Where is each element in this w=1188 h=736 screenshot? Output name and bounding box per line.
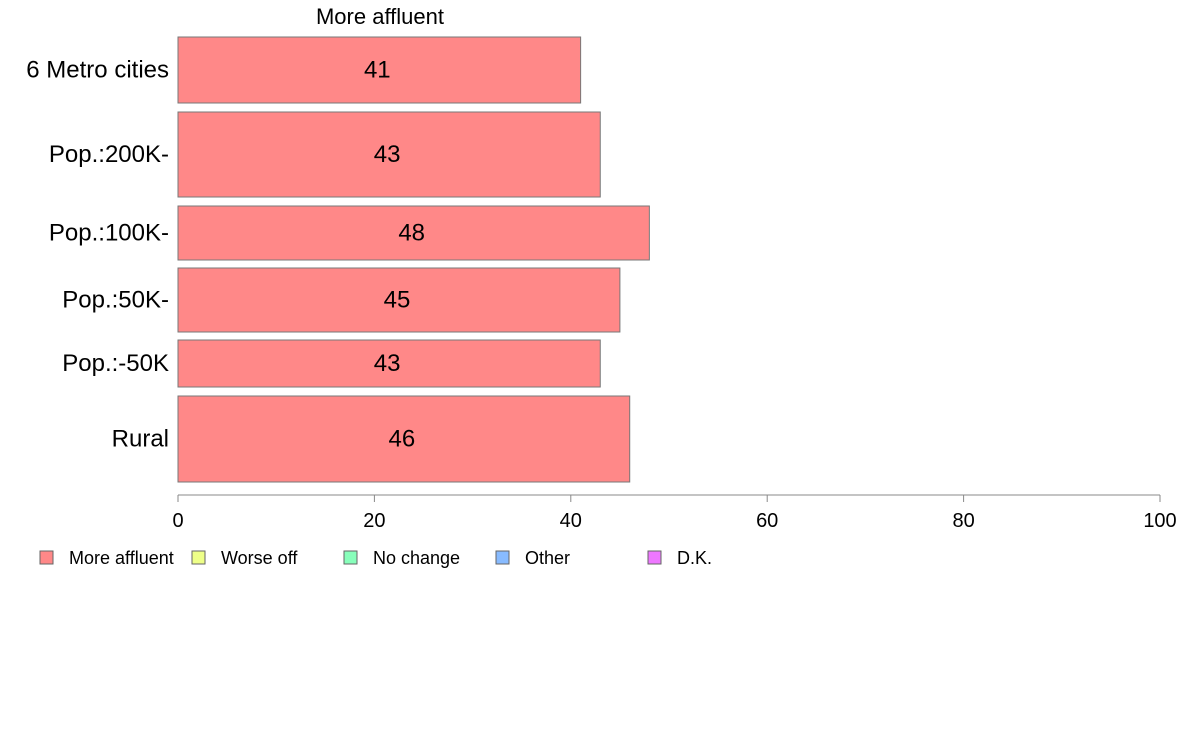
value-label: 43 bbox=[374, 141, 401, 168]
category-label: 6 Metro cities bbox=[26, 56, 169, 83]
legend-label: D.K. bbox=[677, 548, 712, 568]
x-tick-label: 20 bbox=[363, 510, 385, 532]
bar bbox=[177, 205, 650, 261]
x-tick-label: 0 bbox=[172, 510, 183, 532]
value-label: 46 bbox=[389, 425, 416, 452]
legend: More affluent Worse off No change Other D.K. bbox=[39, 548, 712, 568]
category-label: Rural bbox=[112, 425, 169, 452]
value-label: 41 bbox=[364, 56, 391, 83]
bar bbox=[177, 267, 621, 333]
legend-label: Worse off bbox=[221, 548, 298, 568]
value-label: 43 bbox=[374, 350, 401, 377]
legend-swatch bbox=[191, 550, 206, 565]
x-tick-label: 40 bbox=[560, 510, 582, 532]
legend-swatch bbox=[647, 550, 662, 565]
category-label: Pop.:50K- bbox=[62, 286, 169, 313]
value-label: 48 bbox=[398, 219, 425, 246]
legend-label: More affluent bbox=[69, 548, 174, 568]
category-label: Pop.:200K- bbox=[49, 141, 169, 168]
legend-swatch bbox=[343, 550, 358, 565]
legend-label: No change bbox=[373, 548, 460, 568]
bar bbox=[177, 36, 582, 104]
x-tick-label: 100 bbox=[1143, 510, 1176, 532]
x-tick-label: 60 bbox=[756, 510, 778, 532]
legend-swatch bbox=[39, 550, 54, 565]
chart-title: More affluent bbox=[316, 4, 444, 29]
category-label: Pop.:-50K bbox=[62, 350, 169, 377]
legend-swatch bbox=[495, 550, 510, 565]
bars-group: 6 Metro cities 41 Pop.:200K- 43 Pop.:100K- 48… bbox=[26, 36, 650, 483]
category-label: Pop.:100K- bbox=[49, 219, 169, 246]
x-tick-label: 80 bbox=[952, 510, 974, 532]
bar bbox=[177, 111, 601, 198]
bar bbox=[177, 395, 631, 483]
x-axis: 0 20 40 60 80 100 bbox=[172, 494, 1177, 532]
value-label: 45 bbox=[384, 286, 411, 313]
legend-label: Other bbox=[525, 548, 570, 568]
bar bbox=[177, 339, 601, 388]
